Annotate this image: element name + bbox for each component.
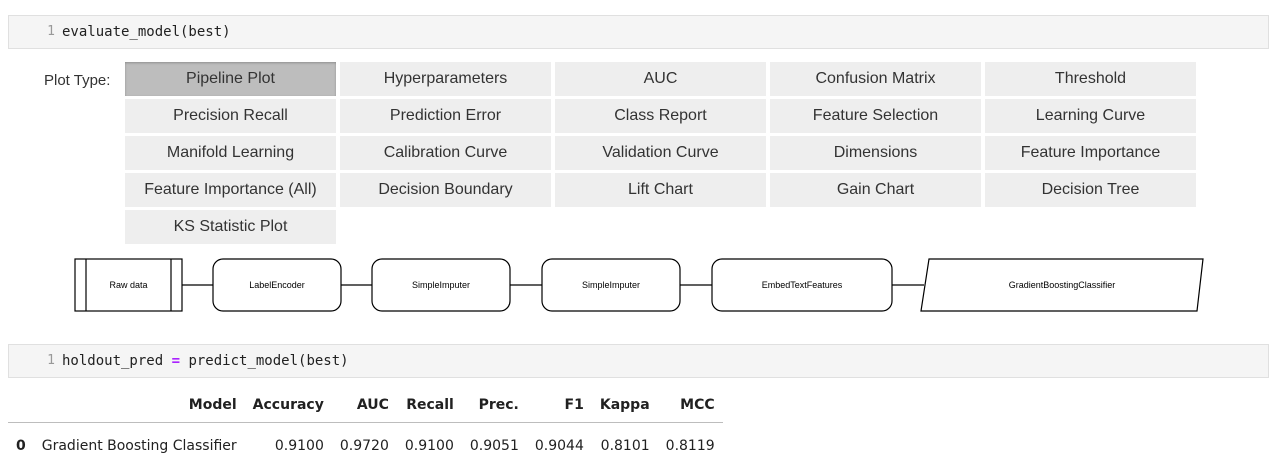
pipeline-node-label: LabelEncoder	[249, 280, 305, 290]
line-number: 1	[47, 353, 55, 368]
plot-button-class-report[interactable]: Class Report	[555, 99, 766, 133]
cell-recall: 0.9100	[404, 438, 454, 454]
pipeline-node-gradientboostingclassifier: GradientBoostingClassifier	[920, 258, 1204, 312]
pipeline-node-label: SimpleImputer	[582, 280, 640, 290]
plot-type-button-group: Pipeline Plot Hyperparameters AUC Confus…	[125, 62, 1196, 244]
pipeline-node-raw-data: Raw data	[74, 258, 183, 312]
column-header-index	[8, 388, 34, 423]
code-segment: holdout_pred	[62, 353, 172, 369]
plot-button-lift-chart[interactable]: Lift Chart	[555, 173, 766, 207]
cell-accuracy: 0.9100	[274, 438, 324, 454]
column-header-recall: Recall	[396, 388, 462, 423]
code-cell-evaluate[interactable]: 1 evaluate_model(best)	[8, 15, 1269, 49]
column-header-auc: AUC	[331, 388, 397, 423]
plot-button-hyperparameters[interactable]: Hyperparameters	[340, 62, 551, 96]
cell-f1: 0.9044	[534, 438, 584, 454]
plot-button-validation-curve[interactable]: Validation Curve	[555, 136, 766, 170]
pipeline-node-label: Raw data	[109, 280, 147, 290]
plot-button-confusion-matrix[interactable]: Confusion Matrix	[770, 62, 981, 96]
code-text[interactable]: holdout_pred = predict_model(best)	[62, 345, 349, 377]
pipeline-node-embedtextfeatures: EmbedTextFeatures	[711, 258, 893, 312]
column-header-accuracy: Accuracy	[244, 388, 332, 423]
pipeline-node-labelencoder: LabelEncoder	[212, 258, 342, 312]
table-header-row: Model Accuracy AUC Recall Prec. F1 Kappa…	[8, 388, 723, 423]
pipeline-node-simpleimputer-2: SimpleImputer	[541, 258, 681, 312]
pipeline-node-label: EmbedTextFeatures	[762, 280, 843, 290]
plot-button-precision-recall[interactable]: Precision Recall	[125, 99, 336, 133]
line-number: 1	[47, 24, 55, 39]
plot-button-decision-tree[interactable]: Decision Tree	[985, 173, 1196, 207]
plot-button-feature-selection[interactable]: Feature Selection	[770, 99, 981, 133]
code-segment: predict_model(best)	[180, 353, 349, 369]
column-header-mcc: MCC	[657, 388, 723, 423]
column-header-model: Model	[33, 388, 245, 423]
plot-button-dimensions[interactable]: Dimensions	[770, 136, 981, 170]
column-header-f1: F1	[526, 388, 592, 423]
assignment-operator: =	[171, 353, 181, 369]
plot-button-prediction-error[interactable]: Prediction Error	[340, 99, 551, 133]
code-text[interactable]: evaluate_model(best)	[62, 24, 231, 40]
plot-type-label: Plot Type:	[44, 72, 111, 89]
plot-button-manifold-learning[interactable]: Manifold Learning	[125, 136, 336, 170]
cell-precision: 0.9051	[469, 438, 519, 454]
code-cell-predict[interactable]: 1 holdout_pred = predict_model(best)	[8, 344, 1269, 378]
pipeline-node-simpleimputer-1: SimpleImputer	[371, 258, 511, 312]
cell-mcc: 0.8119	[665, 438, 715, 454]
pipeline-node-label: SimpleImputer	[412, 280, 470, 290]
column-header-kappa: Kappa	[591, 388, 658, 423]
results-table: Model Accuracy AUC Recall Prec. F1 Kappa…	[8, 388, 723, 469]
pipeline-node-label: GradientBoostingClassifier	[1009, 280, 1116, 290]
plot-button-threshold[interactable]: Threshold	[985, 62, 1196, 96]
row-index: 0	[16, 438, 26, 454]
cell-model: Gradient Boosting Classifier	[41, 438, 237, 454]
table-row: 0 Gradient Boosting Classifier 0.9100 0.…	[8, 423, 723, 470]
plot-button-auc[interactable]: AUC	[555, 62, 766, 96]
cell-kappa: 0.8101	[600, 438, 650, 454]
plot-button-decision-boundary[interactable]: Decision Boundary	[340, 173, 551, 207]
plot-button-learning-curve[interactable]: Learning Curve	[985, 99, 1196, 133]
plot-button-feature-importance[interactable]: Feature Importance	[985, 136, 1196, 170]
plot-button-gain-chart[interactable]: Gain Chart	[770, 173, 981, 207]
cell-auc: 0.9720	[339, 438, 389, 454]
column-header-precision: Prec.	[461, 388, 527, 423]
plot-button-calibration-curve[interactable]: Calibration Curve	[340, 136, 551, 170]
plot-button-feature-importance-all[interactable]: Feature Importance (All)	[125, 173, 336, 207]
plot-button-ks-statistic-plot[interactable]: KS Statistic Plot	[125, 210, 336, 244]
pipeline-diagram: Raw data LabelEncoder SimpleImputer Simp…	[74, 258, 1204, 312]
plot-button-pipeline-plot[interactable]: Pipeline Plot	[125, 62, 336, 96]
